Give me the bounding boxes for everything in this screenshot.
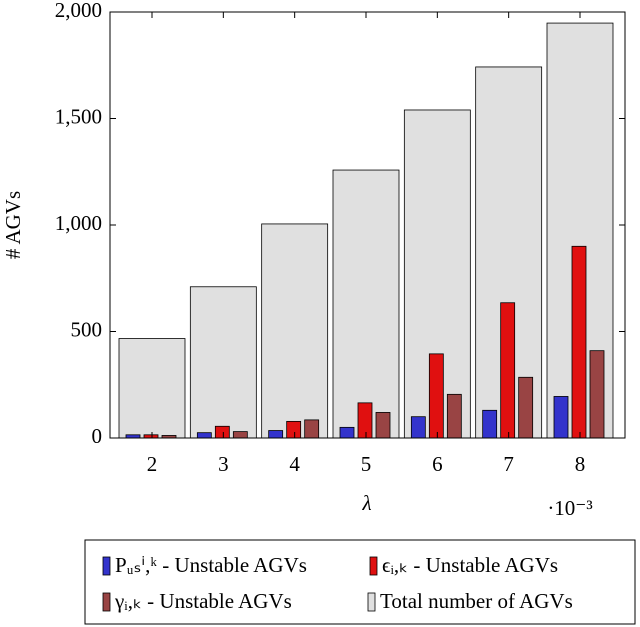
bar (446, 393, 462, 439)
bar (428, 353, 444, 439)
bar (196, 432, 212, 439)
bar (268, 430, 284, 439)
x-tick-label: 6 (432, 452, 443, 476)
bar (304, 419, 320, 439)
total-bar (261, 223, 329, 439)
bar (214, 425, 230, 439)
legend-swatch (102, 556, 111, 576)
legend-swatch (369, 556, 378, 576)
total-bar (332, 169, 400, 439)
legend-label: Pᵤₛⁱ,ᵏ - Unstable AGVs (115, 553, 307, 577)
bar (232, 431, 248, 439)
bar (571, 245, 587, 439)
y-tick-label: 1,500 (55, 104, 102, 128)
bar (482, 409, 498, 439)
bar (553, 396, 569, 439)
total-bar (118, 338, 186, 439)
x-tick-label: 2 (147, 452, 158, 476)
x-multiplier: ·10⁻³ (547, 496, 592, 520)
y-tick-label: 500 (71, 317, 103, 341)
legend-box (84, 539, 636, 625)
bar (375, 412, 391, 439)
x-tick-label: 3 (218, 452, 229, 476)
bar (410, 416, 426, 439)
y-tick-label: 2,000 (55, 0, 102, 22)
x-tick-label: 5 (361, 452, 372, 476)
x-tick-label: 4 (289, 452, 300, 476)
legend-label: γᵢ,ₖ - Unstable AGVs (114, 589, 292, 613)
y-tick-label: 0 (92, 424, 103, 448)
plot-frame (109, 11, 626, 439)
bar (518, 376, 534, 439)
y-axis-label: # AGVs (1, 191, 25, 259)
bar (357, 402, 373, 439)
bar (589, 350, 605, 439)
y-tick-label: 1,000 (55, 211, 102, 235)
bar (286, 420, 302, 439)
x-axis-label: λ (361, 491, 371, 515)
legend-swatch (102, 592, 111, 612)
legend-label: ϵᵢ,ₖ - Unstable AGVs (382, 553, 558, 577)
bar (500, 302, 516, 439)
x-tick-label: 8 (575, 452, 586, 476)
bar (339, 426, 355, 439)
legend-swatch (367, 592, 376, 612)
total-bar (189, 286, 257, 439)
legend-label: Total number of AGVs (380, 589, 573, 613)
x-tick-label: 7 (503, 452, 514, 476)
